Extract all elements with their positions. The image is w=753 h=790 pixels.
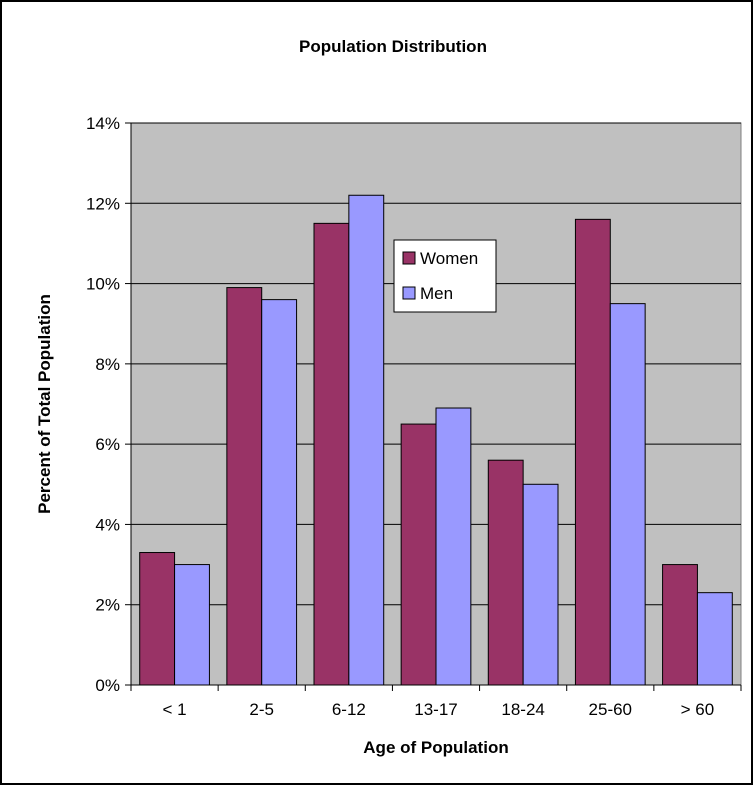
y-tick-label: 4% [95, 515, 120, 534]
bar-men [261, 299, 298, 686]
legend-swatch-men [402, 286, 416, 300]
y-tick-label: 10% [86, 275, 120, 294]
bar-men [609, 303, 646, 686]
bar-women [574, 218, 611, 686]
bar-women [400, 423, 437, 686]
legend-label-men: Men [420, 284, 453, 303]
y-tick-label: 6% [95, 435, 120, 454]
bar-women [487, 459, 524, 686]
y-axis: 0% 2% 4% 6% 8% 10% 12% 14% [86, 114, 132, 695]
legend-label-women: Women [420, 249, 478, 268]
x-axis-label: Age of Population [363, 738, 508, 757]
x-tick-label: 13-17 [414, 700, 457, 719]
bar-men [348, 194, 385, 686]
y-tick-label: 0% [95, 676, 120, 695]
bar-men [522, 483, 559, 686]
bar-men [435, 407, 472, 686]
bar-women [662, 564, 698, 686]
chart-title: Population Distribution [299, 37, 487, 56]
legend: Women Men [393, 239, 497, 313]
bar-women [226, 287, 263, 686]
y-tick-label: 12% [86, 194, 120, 213]
x-tick-label: 25-60 [589, 700, 632, 719]
legend-swatch-women [402, 251, 416, 265]
y-axis-label: Percent of Total Population [35, 294, 54, 514]
bar-women [313, 222, 350, 686]
x-tick-label: 18-24 [501, 700, 544, 719]
x-tick-label: 2-5 [249, 700, 274, 719]
bar-women [139, 552, 176, 686]
y-tick-label: 14% [86, 114, 120, 133]
y-tick-label: 2% [95, 596, 120, 615]
y-tick-label: 8% [95, 355, 120, 374]
x-tick-label: > 60 [681, 700, 715, 719]
bars [139, 194, 733, 686]
x-tick-label: < 1 [163, 700, 187, 719]
x-axis: < 1 2-5 6-12 13-17 18-24 25-60 > 60 [130, 684, 742, 719]
bar-men [174, 564, 210, 686]
bar-men [696, 592, 733, 686]
x-tick-label: 6-12 [332, 700, 366, 719]
